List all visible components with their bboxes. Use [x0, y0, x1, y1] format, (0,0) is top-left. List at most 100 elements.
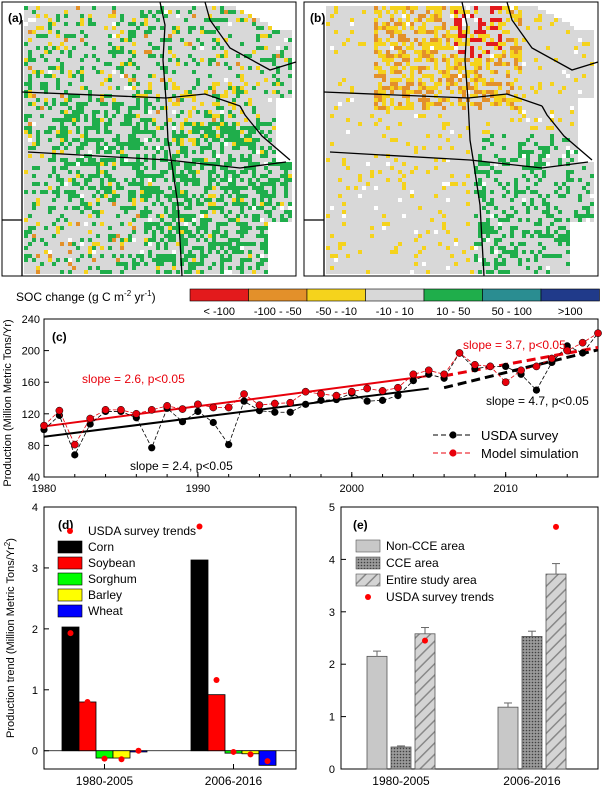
- map-cell: [236, 226, 240, 230]
- map-cell: [208, 166, 212, 170]
- map-cell: [72, 22, 76, 26]
- map-cell: [148, 246, 152, 250]
- map-cell: [128, 42, 132, 46]
- map-cell: [232, 106, 236, 110]
- map-cell: [96, 82, 100, 86]
- map-cell: [148, 238, 152, 242]
- map-cell: [40, 194, 44, 198]
- map-cell: [176, 42, 180, 46]
- map-cell: [76, 202, 80, 206]
- map-cell: [92, 170, 96, 174]
- map-cell: [200, 258, 204, 262]
- map-cell: [140, 118, 144, 122]
- map-cell: [478, 34, 482, 38]
- map-cell: [108, 10, 112, 14]
- map-cell: [188, 106, 192, 110]
- map-cell: [124, 46, 128, 50]
- map-cell: [570, 38, 574, 42]
- map-cell: [244, 194, 248, 198]
- map-cell: [522, 38, 526, 42]
- map-cell: [176, 222, 180, 226]
- map-cell: [24, 118, 28, 122]
- map-cell: [252, 186, 256, 190]
- map-cell: [212, 178, 216, 182]
- map-cell: [112, 114, 116, 118]
- map-cell: [256, 22, 260, 26]
- map-cell: [208, 138, 212, 142]
- map-cell: [200, 22, 204, 26]
- map-cell: [252, 158, 256, 162]
- map-cell: [100, 34, 104, 38]
- map-cell: [88, 114, 92, 118]
- map-cell: [156, 202, 160, 206]
- map-cell: [108, 206, 112, 210]
- map-cell: [482, 22, 486, 26]
- map-cell: [208, 58, 212, 62]
- map-cell: [132, 266, 136, 270]
- map-cell: [112, 254, 116, 258]
- map-cell: [184, 162, 188, 166]
- map-cell: [248, 110, 252, 114]
- map-cell: [478, 42, 482, 46]
- map-cell: [176, 58, 180, 62]
- map-cell: [248, 218, 252, 222]
- map-cell: [84, 90, 88, 94]
- map-cell: [172, 182, 176, 186]
- map-cell: [48, 94, 52, 98]
- map-cell: [216, 230, 220, 234]
- map-cell: [354, 38, 358, 42]
- map-cell: [272, 98, 276, 102]
- map-cell: [264, 222, 268, 226]
- map-cell: [586, 46, 590, 50]
- map-cell: [172, 62, 176, 66]
- map-cell: [268, 190, 272, 194]
- map-cell: [164, 190, 168, 194]
- map-cell: [88, 6, 92, 10]
- map-cell: [256, 262, 260, 266]
- map-cell: [462, 38, 466, 42]
- map-cell: [44, 30, 48, 34]
- map-cell: [176, 146, 180, 150]
- map-cell: [240, 106, 244, 110]
- map-cell: [176, 10, 180, 14]
- map-cell: [256, 242, 260, 246]
- map-cell: [256, 34, 260, 38]
- map-cell: [144, 158, 148, 162]
- map-cell: [152, 166, 156, 170]
- map-cell: [216, 90, 220, 94]
- map-cell: [510, 38, 514, 42]
- map-cell: [48, 238, 52, 242]
- map-cell: [466, 34, 470, 38]
- map-cell: [56, 226, 60, 230]
- map-cell: [108, 170, 112, 174]
- map-cell: [56, 18, 60, 22]
- map-cell: [64, 14, 68, 18]
- map-cell: [28, 110, 32, 114]
- map-cell: [232, 94, 236, 98]
- map-cell: [236, 146, 240, 150]
- map-cell: [168, 22, 172, 26]
- map-cell: [156, 118, 160, 122]
- map-cell: [228, 70, 232, 74]
- map-cell: [140, 266, 144, 270]
- map-cell: [164, 154, 168, 158]
- map-cell: [156, 98, 160, 102]
- map-cell: [92, 62, 96, 66]
- map-cell: [204, 18, 208, 22]
- map-cell: [64, 42, 68, 46]
- map-cell: [506, 10, 510, 14]
- map-cell: [264, 150, 268, 154]
- map-cell: [104, 114, 108, 118]
- map-cell: [64, 218, 68, 222]
- map-cell: [136, 230, 140, 234]
- map-cell: [240, 242, 244, 246]
- map-cell: [60, 250, 64, 254]
- map-cell: [224, 94, 228, 98]
- map-cell: [248, 18, 252, 22]
- map-cell: [216, 14, 220, 18]
- map-cell: [172, 114, 176, 118]
- map-cell: [268, 122, 272, 126]
- map-cell: [196, 198, 200, 202]
- map-cell: [108, 230, 112, 234]
- map-cell: [168, 106, 172, 110]
